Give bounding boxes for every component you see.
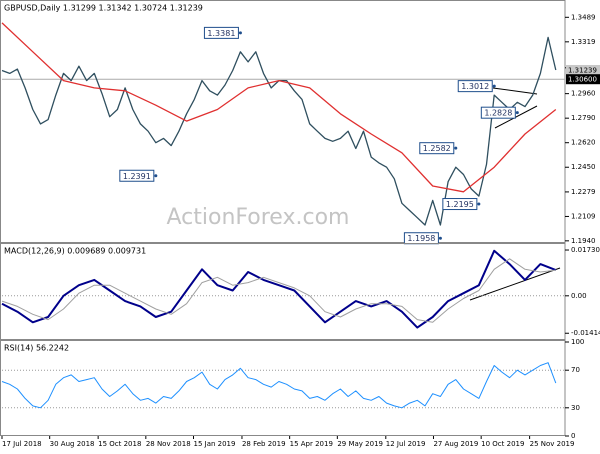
annotation-box [457,80,493,93]
panel-frame [0,0,566,243]
price-marker-label: 1.30600 [568,76,597,84]
series-line [1,249,557,329]
panel-title: GBPUSD,Daily 1.31299 1.31342 1.30724 1.3… [4,4,203,13]
y-tick-label: 0.00 [571,292,587,300]
y-tick-label: 70 [571,366,580,374]
y-tick-label: 1.2109 [571,212,596,220]
annotation-point [477,202,481,206]
x-tick-label: 27 Aug 2019 [433,440,478,448]
series-line [1,258,556,323]
annotation-label: 1.2582 [423,144,451,153]
annotation-label: 1.3012 [461,82,489,91]
trend-line [492,87,538,95]
x-tick-label: 28 Nov 2018 [146,440,191,448]
y-tick-label: 1.2450 [571,163,596,171]
watermark: ActionForex.com [167,205,350,230]
x-tick-label: 25 Nov 2019 [530,440,575,448]
x-tick-label: 12 Jul 2019 [386,440,426,448]
y-tick-label: 1.2960 [571,90,596,98]
annotation-label: 1.2195 [446,200,474,209]
annotation-point [238,31,242,35]
price-marker [566,74,600,85]
x-tick-label: 10 Oct 2019 [481,440,524,448]
price-marker-label: 1.31239 [568,66,597,74]
y-tick-label: 0 [571,432,575,440]
panel-title: MACD(12,26,9) 0.009689 0.009731 [4,247,146,256]
annotation-label: 1.2828 [484,109,512,118]
annotation-box [119,169,155,182]
x-tick-label: 17 Jul 2018 [2,440,42,448]
x-tick-label: 30 Aug 2018 [50,440,95,448]
x-tick-label: 15 Oct 2018 [98,440,141,448]
annotation-box [442,198,478,211]
series-line [1,22,557,193]
x-tick-label: 28 Feb 2019 [242,440,286,448]
series-line [1,362,557,409]
trend-line [469,267,561,301]
y-tick-label: 100 [571,338,584,346]
series-line [1,36,557,226]
y-tick-label: -0.014148 [571,329,600,337]
annotation-point [515,111,519,115]
annotation-point [438,236,442,240]
y-tick-label: 1.3319 [571,38,596,46]
y-tick-label: 1.2279 [571,188,596,196]
annotation-point [492,84,496,88]
panel-title: RSI(14) 56.2242 [4,344,69,353]
panel-frame [0,243,566,340]
annotation-box [203,26,239,39]
x-tick-label: 15 Apr 2019 [290,440,333,448]
trend-line [494,105,538,129]
y-tick-label: 0.017302 [571,246,600,254]
annotation-label: 1.3381 [207,29,235,38]
x-tick-label: 15 Jan 2019 [194,440,236,448]
y-tick-label: 1.2790 [571,114,596,122]
annotation-label: 1.2391 [123,172,151,181]
annotation-point [454,146,458,150]
y-tick-label: 1.3489 [571,13,596,21]
price-marker [566,64,600,75]
x-tick-label: 29 May 2019 [337,440,383,448]
y-tick-label: 30 [571,404,580,412]
y-tick-label: 1.1940 [571,237,596,245]
y-tick-label: 1.2620 [571,139,596,147]
annotation-label: 1.1958 [407,234,435,243]
annotation-box [419,142,455,155]
panel-frame [0,340,566,436]
annotation-point [154,174,158,178]
annotation-box [480,106,516,119]
